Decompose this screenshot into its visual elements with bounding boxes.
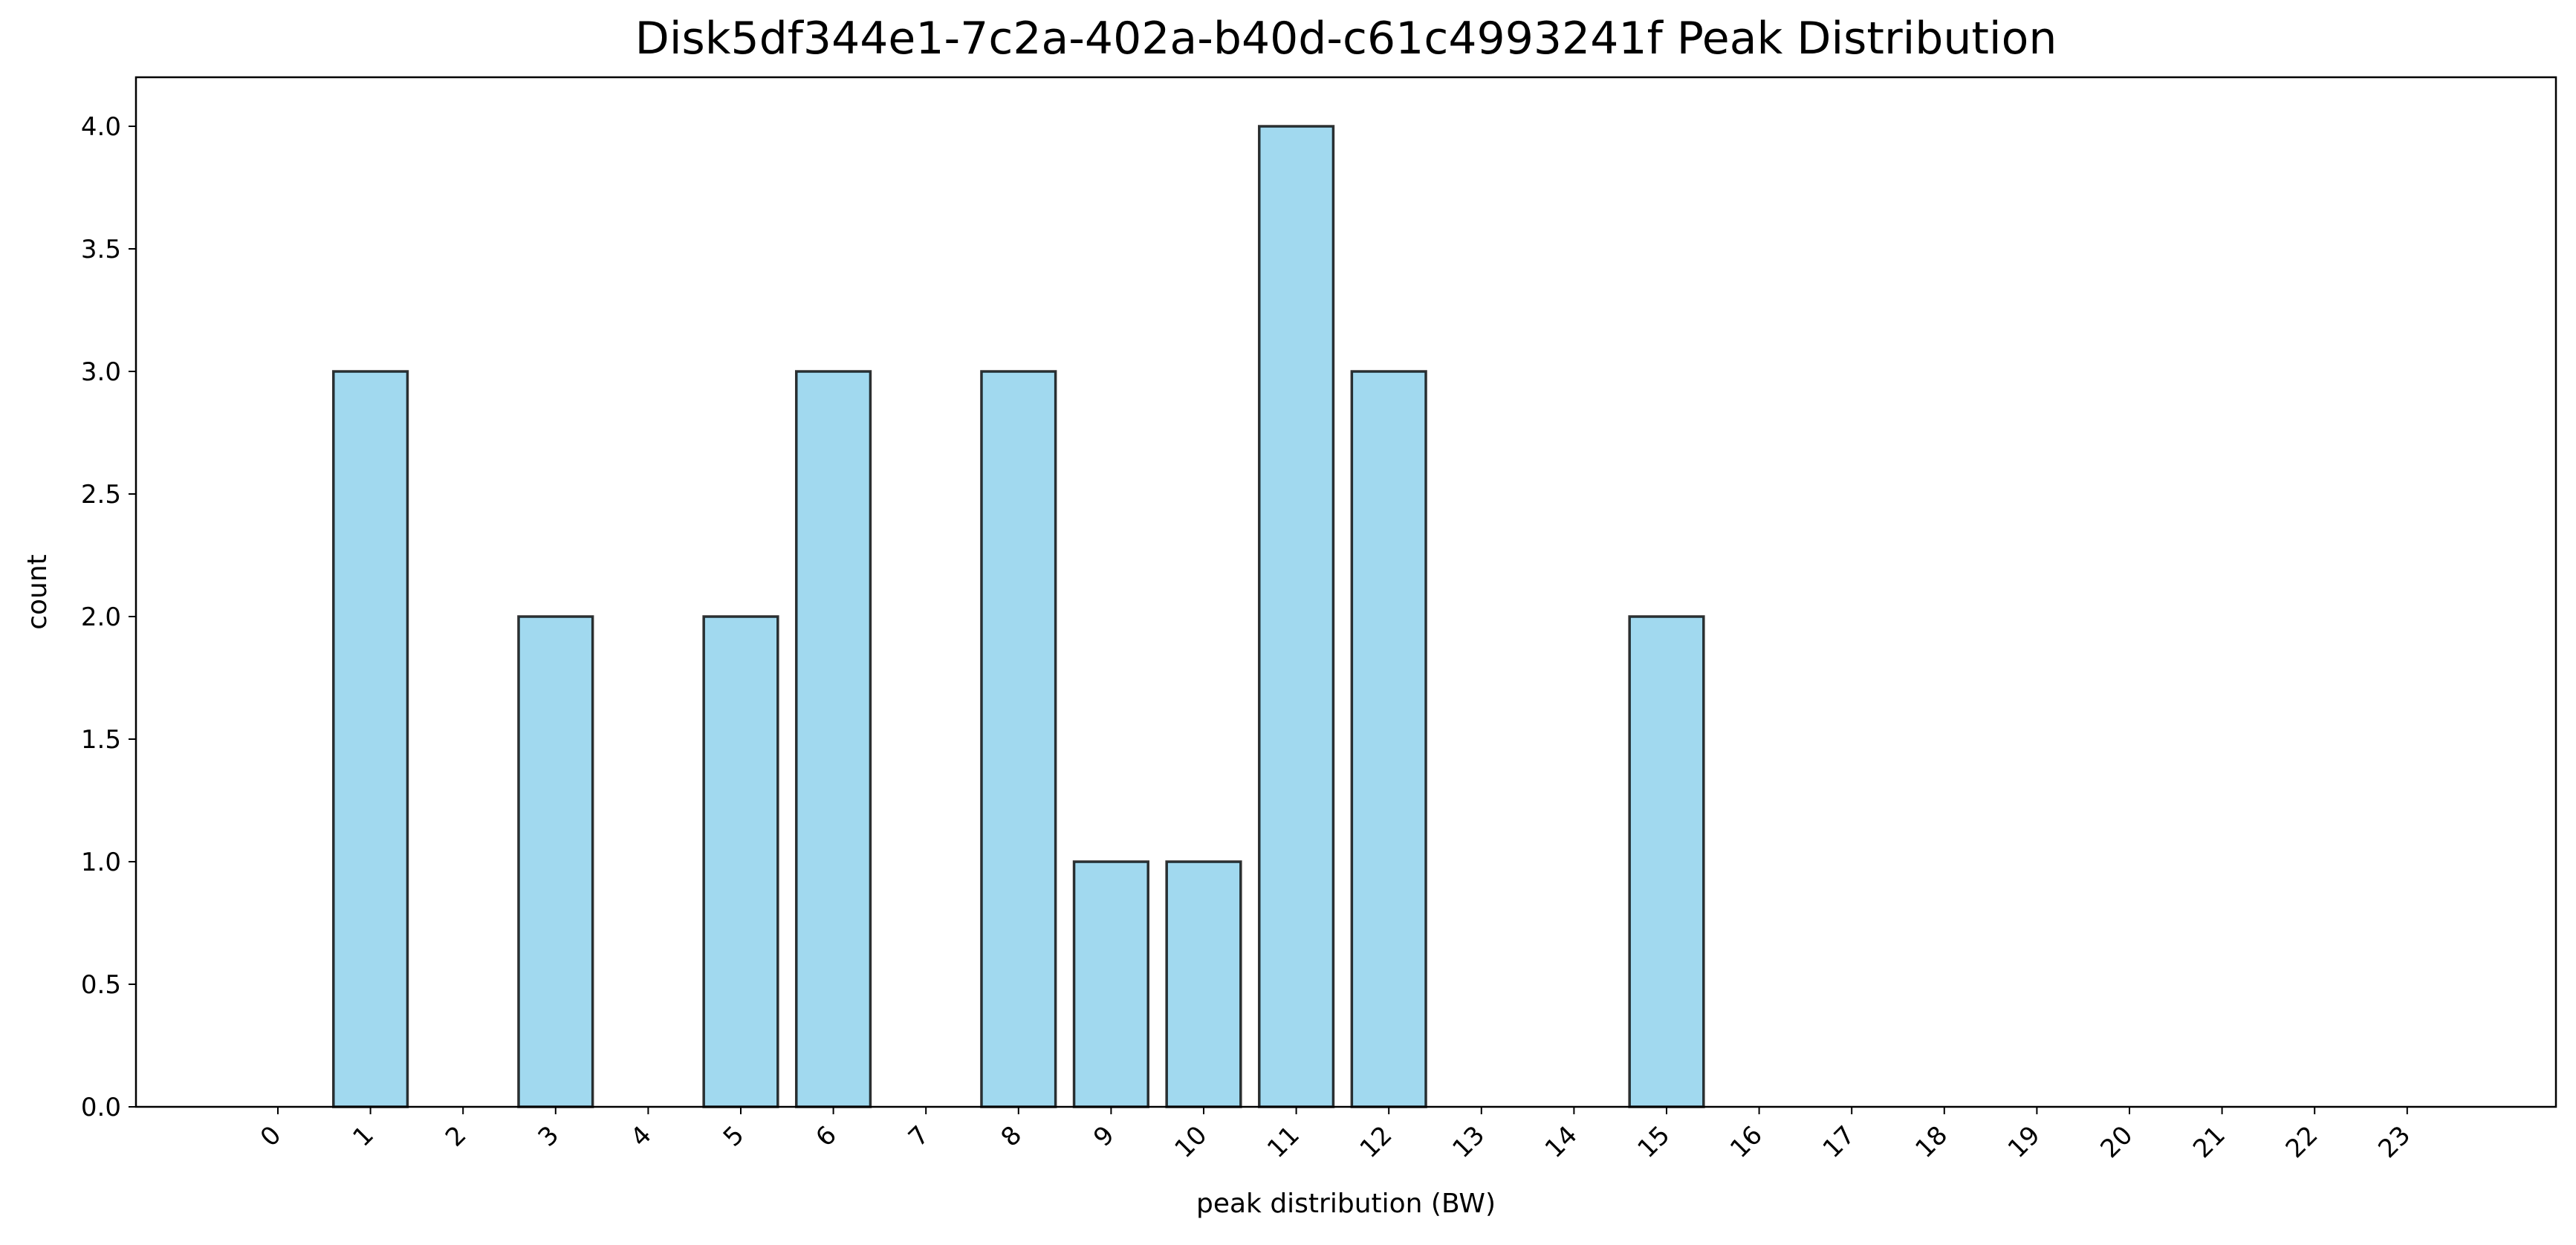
y-ticks-group: 0.0 0.5 1.0 1.5 2.0 2.5 3.0 3.5 4.0 — [81, 112, 136, 1122]
bar-10 — [1165, 860, 1242, 1108]
y-tick-label: 3.5 — [81, 235, 121, 264]
bar-9 — [1072, 860, 1150, 1108]
y-axis-label: count — [22, 554, 53, 630]
bar-8 — [980, 370, 1057, 1108]
y-tick-label: 4.0 — [81, 112, 121, 142]
bar-3 — [517, 615, 594, 1108]
bar-5 — [702, 615, 779, 1108]
bar-12 — [1350, 370, 1427, 1108]
y-tick-label: 1.5 — [81, 725, 121, 755]
bar-11 — [1258, 125, 1335, 1108]
x-axis-label: peak distribution (BW) — [1196, 1189, 1496, 1219]
y-tick-label: 2.5 — [81, 480, 121, 510]
y-tick-label: 0.5 — [81, 970, 121, 1000]
bar-6 — [795, 370, 872, 1108]
y-tick-label: 0.0 — [81, 1093, 121, 1122]
y-tick-label: 3.0 — [81, 357, 121, 387]
chart-title: Disk5df344e1-7c2a-402a-b40d-c61c4993241f… — [635, 13, 2057, 65]
axes-frame — [134, 76, 2557, 1108]
y-tick-label: 1.0 — [81, 848, 121, 877]
y-tick-label: 2.0 — [81, 602, 121, 632]
bars-group — [332, 125, 1705, 1108]
bar-15 — [1628, 615, 1705, 1108]
bar-1 — [332, 370, 409, 1108]
